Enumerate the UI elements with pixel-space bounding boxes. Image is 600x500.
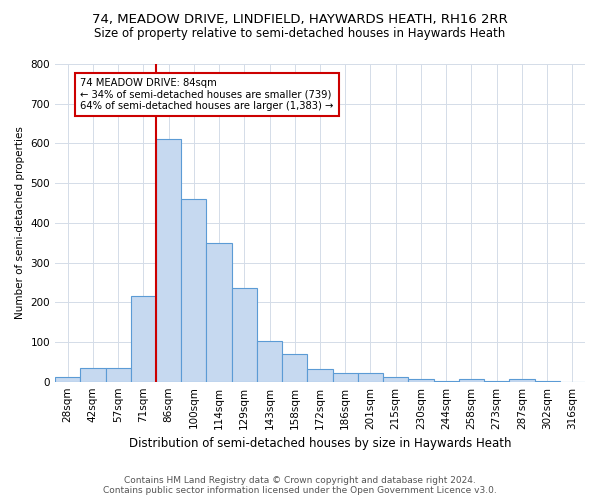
Bar <box>535 381 560 382</box>
Bar <box>181 199 206 382</box>
Bar <box>55 377 80 382</box>
Bar <box>232 288 257 382</box>
Bar <box>282 354 307 382</box>
Bar <box>307 368 332 382</box>
Bar <box>434 381 459 382</box>
Bar <box>509 378 535 382</box>
Text: Contains HM Land Registry data © Crown copyright and database right 2024.
Contai: Contains HM Land Registry data © Crown c… <box>103 476 497 495</box>
Bar <box>206 242 232 382</box>
Text: Size of property relative to semi-detached houses in Haywards Heath: Size of property relative to semi-detach… <box>94 28 506 40</box>
Bar <box>156 140 181 382</box>
Bar <box>131 296 156 382</box>
Bar <box>80 368 106 382</box>
Bar <box>409 378 434 382</box>
Bar <box>358 372 383 382</box>
Bar <box>257 341 282 382</box>
X-axis label: Distribution of semi-detached houses by size in Haywards Heath: Distribution of semi-detached houses by … <box>129 437 511 450</box>
Bar <box>459 378 484 382</box>
Bar <box>383 377 409 382</box>
Bar <box>332 372 358 382</box>
Text: 74 MEADOW DRIVE: 84sqm
← 34% of semi-detached houses are smaller (739)
64% of se: 74 MEADOW DRIVE: 84sqm ← 34% of semi-det… <box>80 78 334 111</box>
Bar <box>484 381 509 382</box>
Text: 74, MEADOW DRIVE, LINDFIELD, HAYWARDS HEATH, RH16 2RR: 74, MEADOW DRIVE, LINDFIELD, HAYWARDS HE… <box>92 12 508 26</box>
Bar <box>106 368 131 382</box>
Y-axis label: Number of semi-detached properties: Number of semi-detached properties <box>15 126 25 320</box>
